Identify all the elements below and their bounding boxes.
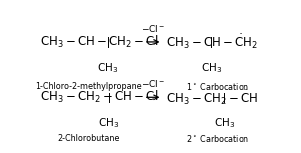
Text: 1-Chloro-2-methylpropane: 1-Chloro-2-methylpropane [36,82,142,91]
Text: $\mathrm{CH_3-CH_2-\dot{C}H}$: $\mathrm{CH_3-CH_2-\dot{C}H}$ [166,88,258,107]
Text: $\mathrm{-Cl^-}$: $\mathrm{-Cl^-}$ [141,78,165,89]
Text: $1^\circ$ Carbocation: $1^\circ$ Carbocation [186,81,249,92]
Text: $\mathrm{CH_3}$: $\mathrm{CH_3}$ [98,116,119,130]
Text: $\mathrm{CH_3-CH-CH_2-Cl}$: $\mathrm{CH_3-CH-CH_2-Cl}$ [40,34,158,50]
Text: $\mathrm{CH_3-CH_2-CH-Cl}$: $\mathrm{CH_3-CH_2-CH-Cl}$ [40,89,158,105]
Text: $\mathrm{CH_3}$: $\mathrm{CH_3}$ [214,116,235,130]
Text: $\mathrm{CH_3}$: $\mathrm{CH_3}$ [201,61,222,75]
Text: $\mathrm{CH_3}$: $\mathrm{CH_3}$ [97,61,118,75]
Text: $2^\circ$ Carbocation: $2^\circ$ Carbocation [186,133,249,144]
Text: $\mathrm{-Cl^-}$: $\mathrm{-Cl^-}$ [141,23,165,34]
Text: 2-Chlorobutane: 2-Chlorobutane [58,134,120,143]
Text: $\mathrm{CH_3-CH-\dot{C}H_2}$: $\mathrm{CH_3-CH-\dot{C}H_2}$ [166,33,258,51]
